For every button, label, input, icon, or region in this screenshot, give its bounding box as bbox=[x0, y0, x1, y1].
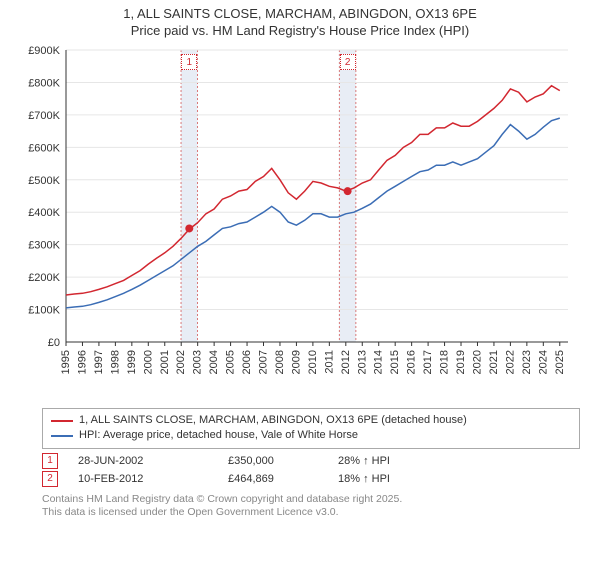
legend-label: 1, ALL SAINTS CLOSE, MARCHAM, ABINGDON, … bbox=[79, 413, 467, 428]
x-axis-label: 2016 bbox=[406, 350, 418, 374]
x-axis-label: 2009 bbox=[290, 350, 302, 374]
x-axis-label: 2025 bbox=[554, 350, 566, 374]
x-axis-label: 2007 bbox=[258, 350, 270, 374]
x-axis-label: 2010 bbox=[307, 350, 319, 374]
chart-subtitle: Price paid vs. HM Land Registry's House … bbox=[0, 23, 600, 38]
footer-line-1: Contains HM Land Registry data © Crown c… bbox=[42, 493, 580, 507]
x-axis-label: 2001 bbox=[159, 350, 171, 374]
legend-row: 1, ALL SAINTS CLOSE, MARCHAM, ABINGDON, … bbox=[51, 413, 571, 428]
x-axis-label: 2021 bbox=[488, 350, 500, 374]
x-axis-label: 2020 bbox=[471, 350, 483, 374]
x-axis-label: 2005 bbox=[225, 350, 237, 374]
x-axis-label: 2004 bbox=[208, 350, 220, 374]
x-axis-label: 2022 bbox=[504, 350, 516, 374]
y-axis-label: £700K bbox=[28, 110, 60, 122]
x-axis-label: 2018 bbox=[439, 350, 451, 374]
series-hpi bbox=[66, 118, 560, 308]
x-axis-label: 2017 bbox=[422, 350, 434, 374]
transaction-row: 1 28-JUN-2002 £350,000 28% ↑ HPI bbox=[42, 453, 580, 469]
chart-title: 1, ALL SAINTS CLOSE, MARCHAM, ABINGDON, … bbox=[0, 6, 600, 21]
y-axis-label: £300K bbox=[28, 240, 60, 252]
legend-row: HPI: Average price, detached house, Vale… bbox=[51, 428, 571, 443]
y-axis-label: £800K bbox=[28, 77, 60, 89]
x-axis-label: 2023 bbox=[521, 350, 533, 374]
transaction-price: £350,000 bbox=[228, 455, 318, 467]
x-axis-label: 2019 bbox=[455, 350, 467, 374]
x-axis-label: 2002 bbox=[175, 350, 187, 374]
x-axis-label: 1999 bbox=[126, 350, 138, 374]
transaction-annotation: 1 bbox=[181, 54, 197, 70]
x-axis-label: 2012 bbox=[340, 350, 352, 374]
legend-swatch bbox=[51, 435, 73, 437]
chart-area: 1 2 £0 £100K £200K £300K £400K £500K £600K £700K £… bbox=[20, 42, 580, 402]
transaction-index-badge: 2 bbox=[42, 471, 58, 487]
transaction-marker bbox=[185, 224, 193, 232]
transaction-date: 10-FEB-2012 bbox=[78, 473, 208, 485]
legend-swatch bbox=[51, 420, 73, 422]
transaction-index-badge: 1 bbox=[42, 453, 58, 469]
legend-label: HPI: Average price, detached house, Vale… bbox=[79, 428, 358, 443]
x-axis-label: 2006 bbox=[241, 350, 253, 374]
y-axis-label: £600K bbox=[28, 142, 60, 154]
transaction-date: 28-JUN-2002 bbox=[78, 455, 208, 467]
x-axis-label: 2008 bbox=[274, 350, 286, 374]
series-price_paid bbox=[66, 86, 560, 295]
y-axis-label: £0 bbox=[48, 337, 60, 349]
x-axis-label: 1997 bbox=[93, 350, 105, 374]
x-axis-label: 2013 bbox=[356, 350, 368, 374]
footer-attribution: Contains HM Land Registry data © Crown c… bbox=[42, 493, 580, 520]
transaction-table: 1 28-JUN-2002 £350,000 28% ↑ HPI 2 10-FEB-201… bbox=[42, 453, 580, 487]
x-axis-label: 1996 bbox=[76, 350, 88, 374]
x-axis-label: 2014 bbox=[373, 350, 385, 374]
x-axis-label: 2003 bbox=[192, 350, 204, 374]
transaction-row: 2 10-FEB-2012 £464,869 18% ↑ HPI bbox=[42, 471, 580, 487]
y-axis-label: £900K bbox=[28, 45, 60, 57]
transaction-marker bbox=[344, 187, 352, 195]
transaction-diff: 28% ↑ HPI bbox=[338, 455, 458, 467]
x-axis-label: 1995 bbox=[60, 350, 72, 374]
x-axis-label: 2011 bbox=[323, 350, 335, 374]
y-axis-label: £100K bbox=[28, 305, 60, 317]
transaction-diff: 18% ↑ HPI bbox=[338, 473, 458, 485]
legend: 1, ALL SAINTS CLOSE, MARCHAM, ABINGDON, … bbox=[42, 408, 580, 449]
x-axis-label: 2024 bbox=[537, 350, 549, 374]
x-axis-label: 2000 bbox=[142, 350, 154, 374]
y-axis-label: £400K bbox=[28, 207, 60, 219]
x-axis-label: 1998 bbox=[109, 350, 121, 374]
x-axis-label: 2015 bbox=[389, 350, 401, 374]
y-axis-label: £500K bbox=[28, 175, 60, 187]
y-axis-label: £200K bbox=[28, 272, 60, 284]
line-chart-svg: 1 2 £0 £100K £200K £300K £400K £500K £600K £700K £… bbox=[20, 42, 580, 402]
transaction-price: £464,869 bbox=[228, 473, 318, 485]
footer-line-2: This data is licensed under the Open Gov… bbox=[42, 506, 580, 520]
transaction-annotation: 2 bbox=[340, 54, 356, 70]
